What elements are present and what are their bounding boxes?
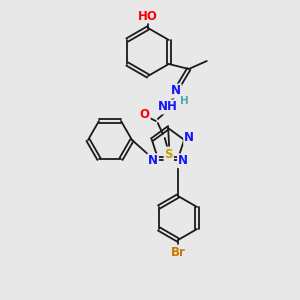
Text: S: S	[164, 148, 173, 160]
Text: N: N	[148, 154, 158, 167]
Text: O: O	[140, 109, 150, 122]
Text: H: H	[180, 96, 189, 106]
Text: NH: NH	[158, 100, 178, 113]
Text: N: N	[178, 154, 188, 167]
Text: N: N	[184, 131, 194, 144]
Text: Br: Br	[171, 245, 185, 259]
Text: HO: HO	[138, 10, 158, 22]
Text: N: N	[171, 85, 181, 98]
